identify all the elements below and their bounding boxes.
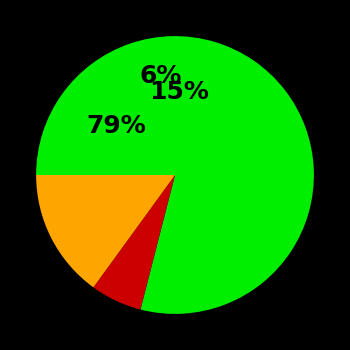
Text: 79%: 79% (86, 114, 146, 138)
Wedge shape (36, 175, 175, 287)
Wedge shape (93, 175, 175, 309)
Text: 15%: 15% (149, 80, 209, 104)
Text: 6%: 6% (140, 64, 182, 88)
Wedge shape (36, 36, 314, 314)
